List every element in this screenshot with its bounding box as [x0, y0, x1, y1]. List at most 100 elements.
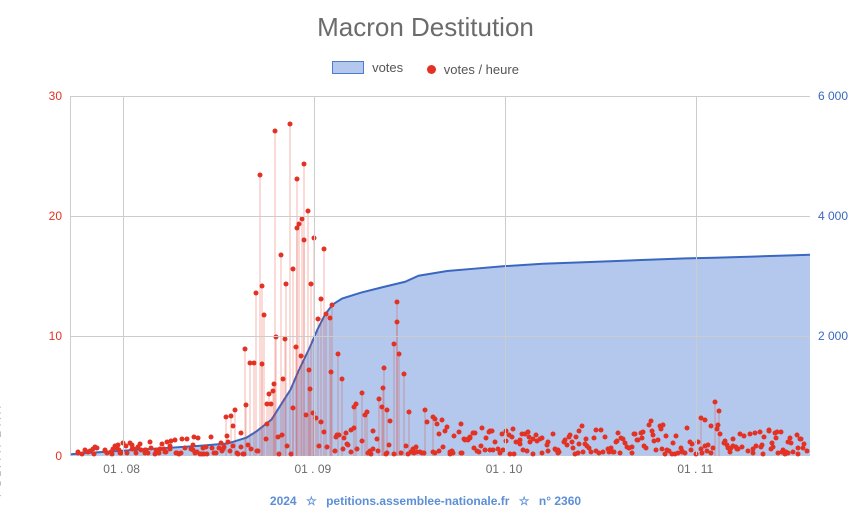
x-tick-label: 01 . 08 [103, 462, 140, 476]
scatter-dot [710, 446, 715, 451]
scatter-dot [411, 446, 416, 451]
scatter-dot [715, 426, 720, 431]
scatter-dot [731, 444, 736, 449]
scatter-dot [204, 451, 209, 456]
footer-site: petitions.assemblee-nationale.fr [326, 494, 509, 508]
scatter-dot [409, 449, 414, 454]
scatter-dot [288, 121, 293, 126]
scatter-dot [629, 451, 634, 456]
scatter-dot [572, 451, 577, 456]
scatter-dot [423, 408, 428, 413]
scatter-dot [172, 437, 177, 442]
chart-title: Macron Destitution [0, 12, 851, 43]
scatter-dot [417, 450, 422, 455]
scatter-dot [383, 451, 388, 456]
scatter-dot [660, 446, 665, 451]
scatter-dot [787, 435, 792, 440]
scatter-dot [409, 450, 414, 455]
scatter-dot [90, 446, 95, 451]
scatter-dot [348, 427, 353, 432]
scatter-dot [471, 430, 476, 435]
scatter-dot [265, 422, 270, 427]
scatter-dot [659, 427, 664, 432]
scatter-dot [746, 449, 751, 454]
scatter-dot [796, 452, 801, 457]
scatter-dot [344, 442, 349, 447]
scatter-dot [370, 447, 375, 452]
scatter-dot [201, 452, 206, 457]
scatter-dot [272, 381, 277, 386]
scatter-dot [93, 445, 98, 450]
scatter-dot [769, 446, 774, 451]
gridline-v [123, 96, 124, 455]
scatter-dot [698, 447, 703, 452]
scatter-dot [276, 452, 281, 457]
scatter-dot [225, 439, 230, 444]
scatter-dot [748, 432, 753, 437]
scatter-dot [303, 412, 308, 417]
scatter-dot [340, 377, 345, 382]
scatter-dot [778, 429, 783, 434]
scatter-dot [444, 424, 449, 429]
scatter-dot [575, 451, 580, 456]
scatter-dot [254, 448, 259, 453]
footer-year: 2024 [270, 494, 297, 508]
scatter-dot [360, 438, 365, 443]
scatter-dot [289, 451, 294, 456]
scatter-dot [754, 444, 759, 449]
scatter-dot [379, 404, 384, 409]
scatter-dot [220, 447, 225, 452]
scatter-dot [584, 437, 589, 442]
scatter-dot [110, 447, 115, 452]
scatter-dot [229, 414, 234, 419]
scatter-dot [282, 336, 287, 341]
scatter-dot [352, 405, 357, 410]
scatter-dot [790, 449, 795, 454]
scatter-dot [392, 452, 397, 457]
scatter-dot [437, 432, 442, 437]
scatter-dot [160, 442, 165, 447]
scatter-dot [617, 451, 622, 456]
scatter-dot [664, 434, 669, 439]
scatter-dot [708, 451, 713, 456]
scatter-dot [341, 447, 346, 452]
plot-area [70, 96, 810, 456]
scatter-dot [128, 440, 133, 445]
scatter-dot [727, 449, 732, 454]
scatter-dot [302, 237, 307, 242]
scatter-dot [174, 451, 179, 456]
gridline-h [71, 336, 810, 337]
scatter-dot [460, 451, 465, 456]
scatter-dot [443, 428, 448, 433]
scatter-dot [614, 439, 619, 444]
scatter-dot [484, 435, 489, 440]
scatter-dot [425, 419, 430, 424]
footer: 2024 ☆ petitions.assemblee-nationale.fr … [0, 494, 851, 508]
scatter-dot [550, 431, 555, 436]
scatter-dot [667, 448, 672, 453]
scatter-dot [510, 426, 515, 431]
scatter-dot [351, 426, 356, 431]
scatter-dot [147, 439, 152, 444]
scatter-dot [244, 402, 249, 407]
scatter-dot [142, 450, 147, 455]
scatter-dot [673, 452, 678, 457]
scatter-dot [506, 433, 511, 438]
scatter-dot [209, 435, 214, 440]
scatter-dot [498, 450, 503, 455]
scatter-dot [564, 442, 569, 447]
scatter-dot [129, 446, 134, 451]
scatter-dot [708, 423, 713, 428]
scatter-dot [738, 431, 743, 436]
scatter-dot [552, 447, 557, 452]
y-left-tick-label: 0 [55, 449, 62, 463]
scatter-dot [640, 435, 645, 440]
star-icon: ☆ [306, 494, 317, 508]
scatter-dot [401, 372, 406, 377]
scatter-dot [124, 444, 129, 449]
scatter-dot [433, 451, 438, 456]
scatter-dot [740, 444, 745, 449]
scatter-dot [296, 221, 301, 226]
scatter-dot [726, 446, 731, 451]
scatter-dot [684, 426, 689, 431]
